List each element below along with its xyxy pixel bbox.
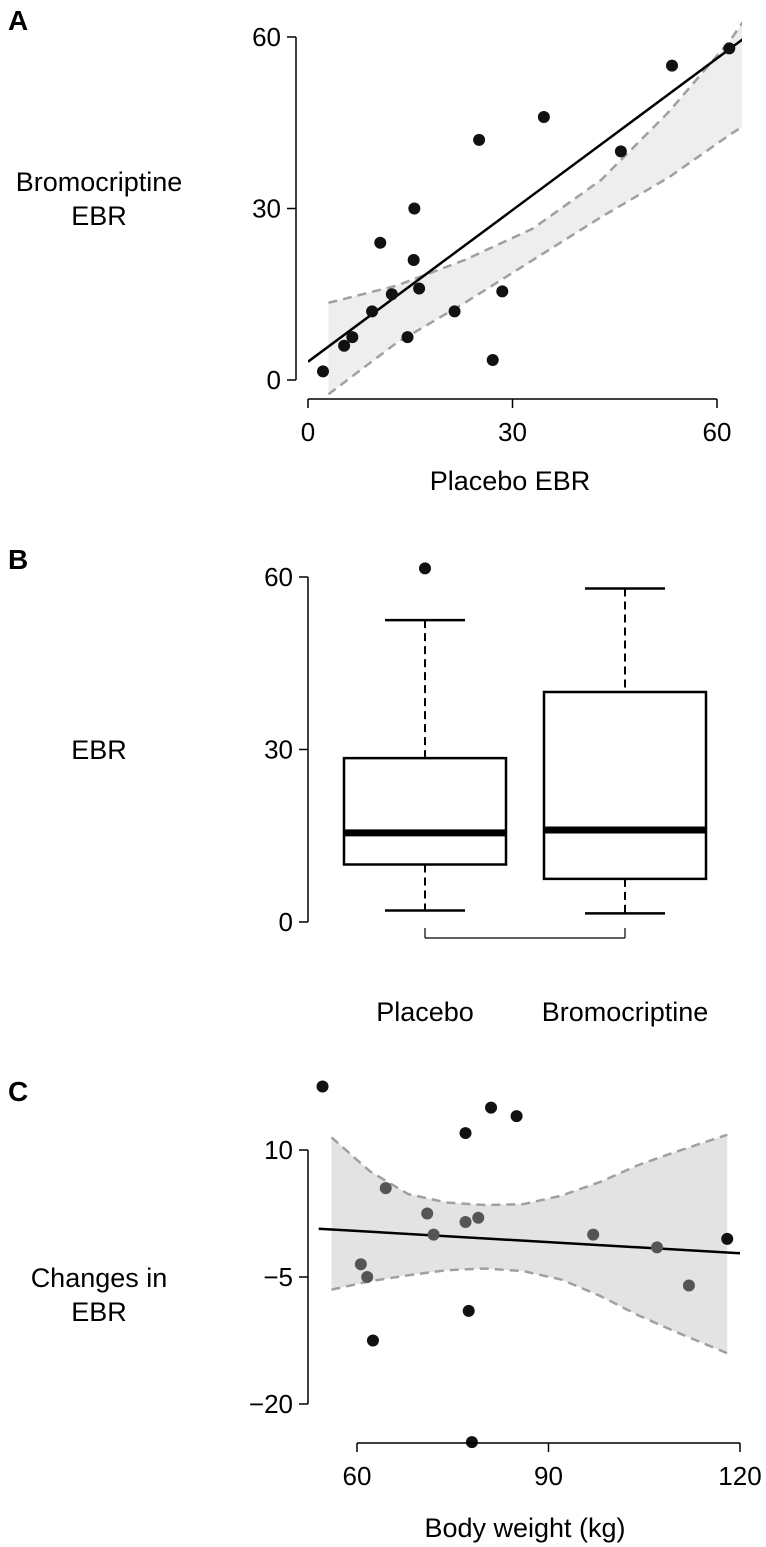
category-label: Bromocriptine <box>542 997 709 1027</box>
panel-a: 0 30 60 0 30 60 Placebo EBR <box>252 20 742 496</box>
box-bromocriptine <box>542 690 708 881</box>
x-tick-label: 0 <box>301 417 315 447</box>
data-point <box>459 1127 472 1140</box>
box-placebo <box>342 756 508 866</box>
data-point <box>510 1110 523 1123</box>
x-tick-label: 60 <box>703 417 732 447</box>
data-point <box>496 285 509 298</box>
panel-b-ylabel-text: EBR <box>71 735 127 765</box>
panel-c-ylabel-line2: EBR <box>71 1297 127 1327</box>
confidence-lower <box>331 1267 728 1355</box>
data-point <box>316 1080 329 1093</box>
data-point <box>346 331 359 344</box>
panel-a-ylabel-line1: Bromocriptine <box>15 167 183 197</box>
data-point <box>421 1207 434 1220</box>
y-tick-label: 30 <box>264 735 293 765</box>
y-tick-label: −5 <box>263 1262 293 1292</box>
y-tick-label: 10 <box>264 1135 293 1165</box>
y-tick-label: 30 <box>252 194 281 224</box>
data-point <box>366 305 379 318</box>
data-point <box>427 1228 440 1241</box>
y-tick-label: 60 <box>264 562 293 592</box>
data-point <box>485 1101 498 1114</box>
data-point <box>587 1228 600 1241</box>
data-point <box>361 1271 374 1283</box>
x-axis-title: Placebo EBR <box>430 466 591 496</box>
data-point <box>401 331 414 344</box>
confidence-band <box>331 1134 728 1354</box>
x-tick-label: 30 <box>498 417 527 447</box>
data-point <box>379 1182 392 1195</box>
regression-line <box>318 1227 741 1255</box>
x-tick-label: 120 <box>718 1461 761 1491</box>
panel-b: 0 30 60 Placebo Bromocriptine <box>264 562 708 1027</box>
data-point <box>407 253 420 266</box>
panel-c-ylabel-line1: Changes in <box>30 1263 168 1293</box>
panel-letter-c: C <box>8 1076 29 1107</box>
x-tick-label: 60 <box>343 1461 372 1491</box>
panel-c-ylabel: Changes in EBR <box>0 1261 198 1329</box>
x-axis-title: Body weight (kg) <box>424 1513 625 1543</box>
panel-a-ylabel: Bromocriptine EBR <box>0 165 198 233</box>
panel-a-ylabel-line2: EBR <box>71 201 127 231</box>
data-point <box>721 1232 734 1245</box>
data-point <box>651 1241 664 1254</box>
confidence-band <box>328 23 742 395</box>
data-point <box>316 365 329 378</box>
data-point <box>408 202 421 215</box>
data-point <box>459 1215 472 1228</box>
data-point <box>448 305 461 318</box>
data-point <box>462 1304 475 1317</box>
x-tick-label: 90 <box>534 1461 563 1491</box>
panel-letter-a: A <box>8 5 29 36</box>
data-point <box>385 288 398 301</box>
y-tick-label: 0 <box>279 907 293 937</box>
regression-line <box>308 38 742 363</box>
data-point <box>473 133 486 146</box>
data-point <box>413 282 426 295</box>
data-point <box>682 1279 695 1292</box>
confidence-upper <box>330 1133 728 1207</box>
category-label: Placebo <box>376 997 474 1027</box>
data-point <box>666 59 679 72</box>
y-tick-label: −20 <box>249 1389 293 1419</box>
data-point <box>465 1436 478 1449</box>
data-point <box>338 339 351 352</box>
data-point <box>366 1334 379 1347</box>
data-point <box>723 42 736 55</box>
data-point <box>614 145 627 158</box>
outlier-point <box>419 562 431 575</box>
panel-c: −20 −5 10 60 90 120 Body weight (kg) <box>249 1080 762 1543</box>
panel-b-ylabel: EBR <box>0 733 198 767</box>
data-point <box>354 1258 367 1271</box>
panel-letter-b: B <box>8 544 29 575</box>
data-point <box>486 353 499 366</box>
confidence-upper <box>328 20 742 305</box>
data-point <box>537 111 550 124</box>
y-tick-label: 0 <box>267 365 281 395</box>
y-tick-label: 60 <box>252 22 281 52</box>
data-point <box>374 236 387 249</box>
data-point <box>472 1211 485 1224</box>
